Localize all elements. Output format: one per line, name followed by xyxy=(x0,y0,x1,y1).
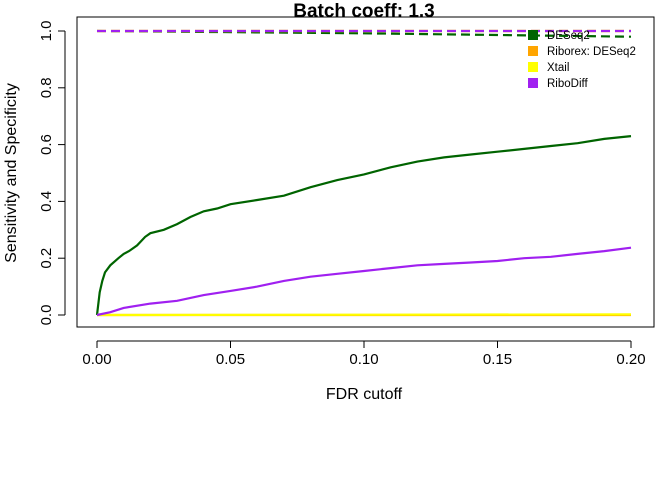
legend-swatch xyxy=(528,30,538,40)
legend: DESeq2 Riborex: DESeq2 Xtail RiboDiff xyxy=(528,30,636,90)
series-layer xyxy=(95,29,632,317)
y-axis: 0.0 0.2 0.4 0.6 0.8 1.0 xyxy=(38,21,66,326)
legend-swatch xyxy=(528,46,538,56)
sensitivity-line-deseq2 xyxy=(95,135,632,316)
y-tick-label: 0.0 xyxy=(38,305,55,326)
x-axis-label: FDR cutoff xyxy=(326,386,403,403)
legend-label: Riborex: DESeq2 xyxy=(547,46,636,58)
plot-frame xyxy=(76,16,655,328)
x-tick-label: 0.00 xyxy=(82,351,111,368)
y-tick-label: 0.6 xyxy=(38,134,55,155)
x-tick-label: 0.05 xyxy=(216,351,245,368)
y-axis-label: Sensitivity and Specificity xyxy=(3,83,20,263)
legend-label: DESeq2 xyxy=(547,30,590,42)
x-tick-label: 0.10 xyxy=(349,351,378,368)
y-tick-label: 0.8 xyxy=(38,77,55,98)
legend-swatch xyxy=(528,62,538,72)
y-tick-label: 1.0 xyxy=(38,21,55,42)
y-tick-label: 0.4 xyxy=(38,191,55,212)
x-tick-label: 0.20 xyxy=(616,351,645,368)
legend-label: Xtail xyxy=(547,62,569,74)
legend-swatch xyxy=(528,78,538,88)
sensitivity-line-ribodiff xyxy=(96,246,632,317)
sensitivity-line-xtail xyxy=(96,313,632,317)
x-tick-label: 0.15 xyxy=(483,351,512,368)
x-axis: 0.00 0.05 0.10 0.15 0.20 xyxy=(82,340,646,368)
y-tick-label: 0.2 xyxy=(38,248,55,269)
legend-label: RiboDiff xyxy=(547,78,588,90)
chart-title: Batch coeff: 1.3 xyxy=(293,1,434,22)
